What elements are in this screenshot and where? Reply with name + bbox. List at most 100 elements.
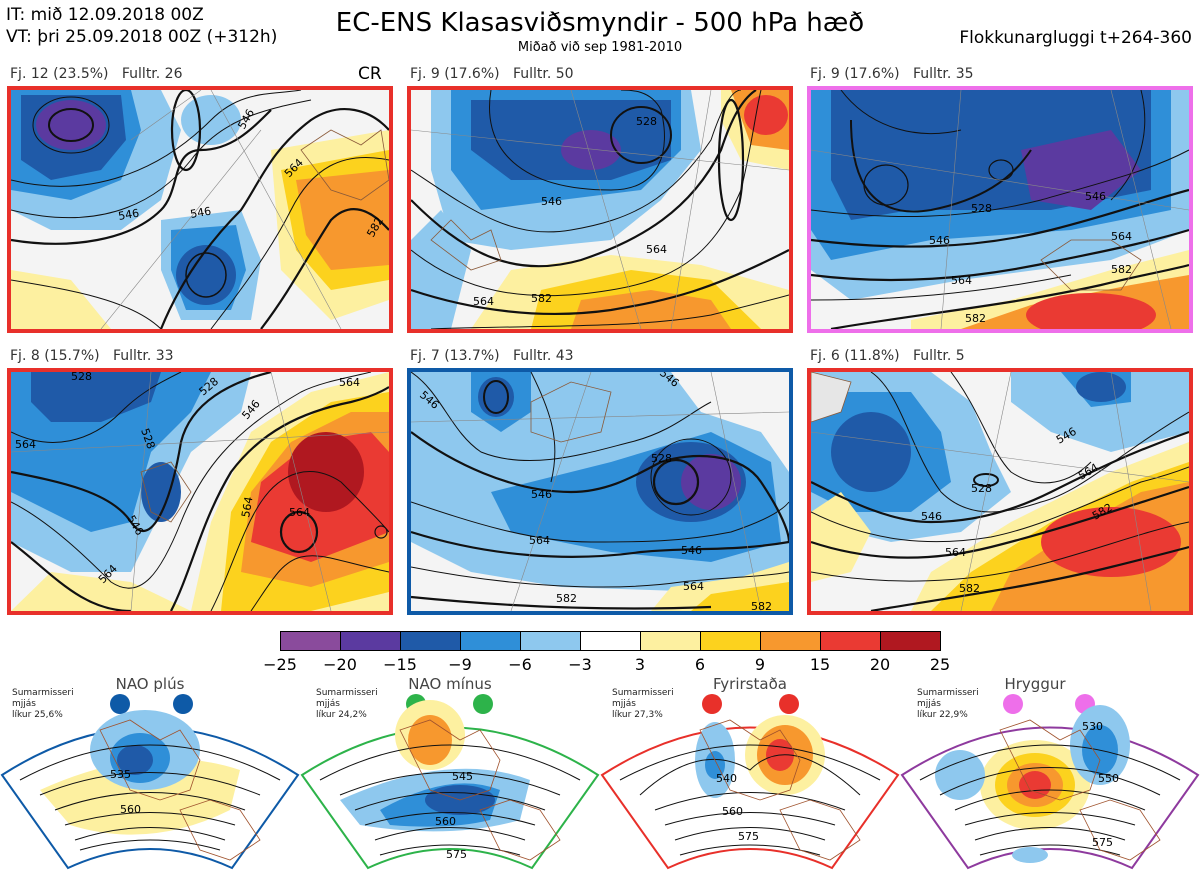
contour-label: 582 bbox=[959, 582, 980, 595]
regime-2-note: Sumarmisseri mjjás líkur 24,2% bbox=[316, 688, 378, 720]
contour-label: 564 bbox=[339, 376, 360, 389]
regime-4-dot bbox=[1003, 694, 1023, 714]
regime-contour-label: 530 bbox=[1082, 720, 1103, 733]
contour-label: 564 bbox=[683, 580, 704, 593]
colorbar-cell bbox=[820, 631, 881, 651]
colorbar-tick-label: 15 bbox=[809, 655, 831, 674]
colorbar-cell bbox=[880, 631, 941, 651]
contour-label: 564 bbox=[945, 546, 966, 559]
regime-1-dot bbox=[110, 694, 130, 714]
regime-contour-label: 575 bbox=[446, 848, 467, 861]
colorbar-tick-label: −6 bbox=[508, 655, 532, 674]
regime-3-map: 540 560 575 bbox=[600, 715, 900, 870]
valid-time: VT: þri 25.09.2018 00Z (+312h) bbox=[6, 27, 278, 47]
contour-label: 528 bbox=[651, 452, 672, 465]
colorbar-tick-label: 20 bbox=[869, 655, 891, 674]
regime-contour-label: 575 bbox=[738, 830, 759, 843]
contour-label: 546 bbox=[681, 544, 702, 557]
cluster-3-label: Fj. 9 (17.6%) Fulltr. 35 bbox=[810, 66, 974, 82]
colorbar-tick-label: 6 bbox=[694, 655, 706, 674]
contour-label: 564 bbox=[951, 274, 972, 287]
contour-label: 546 bbox=[921, 510, 942, 523]
contour-label: 546 bbox=[929, 234, 950, 247]
regime-2-dot bbox=[473, 694, 493, 714]
contour-label: 564 bbox=[473, 295, 494, 308]
contour-label: 528 bbox=[971, 482, 992, 495]
cluster-1-label: Fj. 12 (23.5%) Fulltr. 26 bbox=[10, 66, 183, 82]
contour-label: 564 bbox=[15, 438, 36, 451]
contour-label: 564 bbox=[646, 243, 667, 256]
page-title: EC-ENS Klasasviðsmyndir - 500 hPa hæð bbox=[335, 8, 865, 38]
regime-3-note: Sumarmisseri mjjás líkur 27,3% bbox=[612, 688, 674, 720]
cluster-3-map: 528 546 546 564 564 582 582 bbox=[807, 86, 1193, 333]
colorbar-tick-label: −15 bbox=[383, 655, 417, 674]
colorbar-tick-label: −25 bbox=[263, 655, 297, 674]
colorbar-cell bbox=[580, 631, 641, 651]
regime-2-map: 545 560 575 bbox=[300, 700, 600, 870]
regime-1-map: 535 560 bbox=[0, 710, 300, 870]
colorbar-tick-label: −3 bbox=[568, 655, 592, 674]
colorbar-tick-label: 3 bbox=[634, 655, 646, 674]
contour-label: 564 bbox=[529, 534, 550, 547]
contour-label: 546 bbox=[117, 207, 140, 223]
colorbar-cell bbox=[460, 631, 521, 651]
cluster-6-label: Fj. 6 (11.8%) Fulltr. 5 bbox=[810, 348, 965, 364]
cluster-2-label: Fj. 9 (17.6%) Fulltr. 50 bbox=[410, 66, 574, 82]
regime-contour-label: 535 bbox=[110, 768, 131, 781]
regime-contour-label: 540 bbox=[716, 772, 737, 785]
contour-label: 582 bbox=[556, 592, 577, 605]
colorbar-tick-label: −20 bbox=[323, 655, 357, 674]
colorbar-cell bbox=[640, 631, 701, 651]
classification-window: Flokkunargluggi t+264-360 bbox=[959, 28, 1192, 48]
regime-contour-label: 560 bbox=[722, 805, 743, 818]
contour-label: 582 bbox=[1111, 263, 1132, 276]
regime-4-note: Sumarmisseri mjjás líkur 22,9% bbox=[917, 688, 979, 720]
regime-contour-label: 545 bbox=[452, 770, 473, 783]
regime-4-map: 530 550 575 bbox=[900, 705, 1200, 870]
regime-contour-label: 550 bbox=[1098, 772, 1119, 785]
colorbar-cell bbox=[700, 631, 761, 651]
contour-label: 546 bbox=[189, 205, 212, 221]
page-subtitle: Miðað við sep 1981-2010 bbox=[517, 40, 683, 55]
colorbar-tick-label: −9 bbox=[448, 655, 472, 674]
contour-label: 582 bbox=[531, 292, 552, 305]
contour-label: 546 bbox=[541, 195, 562, 208]
colorbar-cell bbox=[520, 631, 581, 651]
regime-4-title: Hryggur bbox=[1004, 675, 1066, 693]
cluster-5-label: Fj. 7 (13.7%) Fulltr. 43 bbox=[410, 348, 574, 364]
regime-3-dot bbox=[779, 694, 799, 714]
contour-label: 564 bbox=[289, 506, 310, 519]
contour-label: 582 bbox=[965, 312, 986, 325]
contour-label: 546 bbox=[531, 488, 552, 501]
cluster-1-tag: CR bbox=[358, 64, 382, 84]
cluster-1-map: 546 546 546 564 582 bbox=[7, 86, 393, 333]
cluster-5-map: 546 546 528 546 546 564 564 582 582 bbox=[407, 368, 793, 615]
regime-2-title: NAO mínus bbox=[408, 675, 492, 693]
colorbar-cell bbox=[340, 631, 401, 651]
cluster-4-label: Fj. 8 (15.7%) Fulltr. 33 bbox=[10, 348, 174, 364]
init-time: IT: mið 12.09.2018 00Z bbox=[6, 5, 204, 25]
run-info: IT: mið 12.09.2018 00Z VT: þri 25.09.201… bbox=[6, 4, 277, 48]
colorbar-cell bbox=[280, 631, 341, 651]
regime-3-dot bbox=[702, 694, 722, 714]
cluster-6-map: 528 546 546 564 564 582 582 bbox=[807, 368, 1193, 615]
regime-contour-label: 560 bbox=[435, 815, 456, 828]
contour-label: 564 bbox=[239, 496, 255, 519]
colorbar-cell bbox=[760, 631, 821, 651]
contour-label: 564 bbox=[1111, 230, 1132, 243]
colorbar-tick-label: 25 bbox=[929, 655, 951, 674]
regime-1-title: NAO plús bbox=[115, 675, 185, 693]
cluster-4-map: 528 528 528 546 546 564 564 564 564 564 bbox=[7, 368, 393, 615]
cluster-2-map: 528 546 564 564 582 bbox=[407, 86, 793, 333]
colorbar-cell bbox=[400, 631, 461, 651]
regime-contour-label: 560 bbox=[120, 803, 141, 816]
contour-label: 528 bbox=[636, 115, 657, 128]
regime-3-title: Fyrirstaða bbox=[713, 675, 787, 693]
regime-1-dot bbox=[173, 694, 193, 714]
contour-label: 546 bbox=[1085, 190, 1106, 203]
colorbar-tick-label: 9 bbox=[754, 655, 766, 674]
contour-label: 582 bbox=[751, 600, 772, 611]
regime-1-note: Sumarmisseri mjjás líkur 25,6% bbox=[12, 688, 74, 720]
regime-contour-label: 575 bbox=[1092, 836, 1113, 849]
contour-label: 528 bbox=[71, 372, 92, 383]
